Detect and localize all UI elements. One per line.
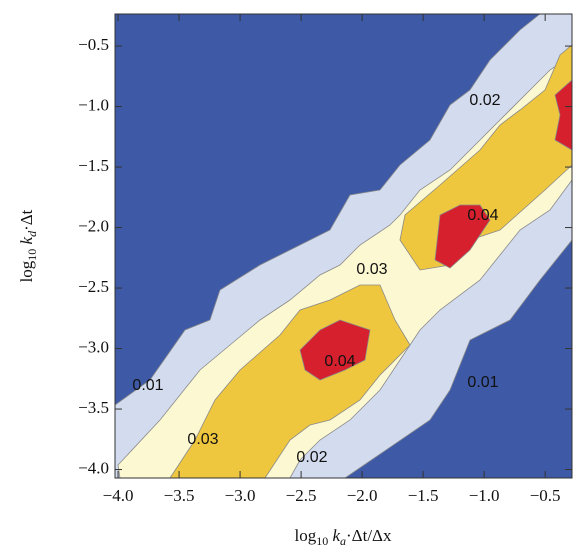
- x-tick-label: −4.0: [103, 486, 134, 505]
- contour-label: 0.03: [356, 261, 387, 278]
- contour-label: 0.01: [132, 377, 163, 394]
- contour-region: [117, 54, 573, 479]
- contour-label: 0.02: [296, 449, 327, 466]
- contour-region: [434, 204, 491, 269]
- x-tick-label: −0.5: [530, 486, 561, 505]
- x-tick-label: −1.0: [469, 486, 500, 505]
- y-axis-label: log10 kd·Δt: [17, 209, 39, 282]
- y-tick-label: −4.0: [78, 458, 109, 477]
- x-axis-label: log10 ka·Δt/Δx: [294, 526, 392, 548]
- y-tick-label: −1.5: [78, 156, 109, 175]
- y-tick-label: −1.0: [78, 95, 109, 114]
- y-tick-label: −0.5: [78, 35, 109, 54]
- y-tick-label: −2.5: [78, 277, 109, 296]
- contour-label: 0.04: [324, 353, 355, 370]
- y-tick-label: −3.5: [78, 398, 109, 417]
- contour-label: 0.01: [467, 374, 498, 391]
- x-tick-label: −2.5: [286, 486, 317, 505]
- contour-label: 0.03: [187, 431, 218, 448]
- contour-region: [299, 319, 371, 381]
- contour-region: [554, 79, 573, 151]
- x-tick-label: −3.0: [225, 486, 256, 505]
- x-tick-label: −3.5: [164, 486, 195, 505]
- y-tick-label: −3.0: [78, 337, 109, 356]
- contour-label: 0.04: [467, 207, 498, 224]
- plot-frame: [114, 13, 573, 479]
- contour-label: 0.02: [469, 92, 500, 109]
- x-tick-label: −1.5: [408, 486, 439, 505]
- plot-area: 0.02 0.04 0.03 0.04 0.01 0.01 0.03 0.02: [114, 13, 573, 479]
- y-tick-label: −2.0: [78, 216, 109, 235]
- x-tick-label: −2.0: [347, 486, 378, 505]
